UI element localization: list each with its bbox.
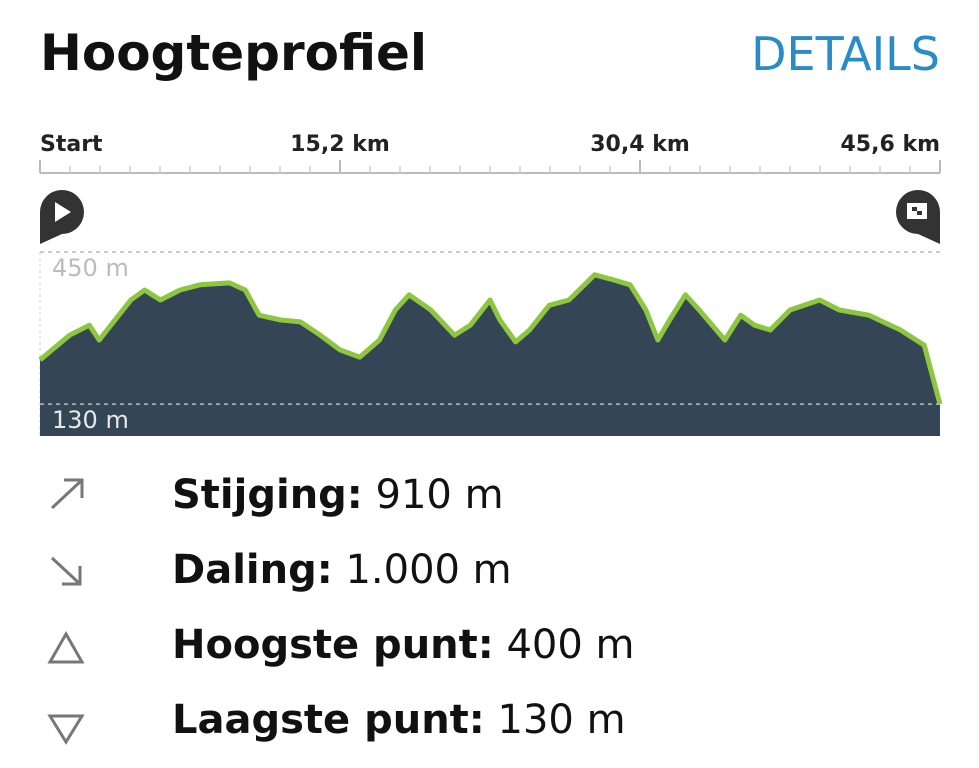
stat-label: Laagste punt: — [172, 697, 485, 743]
stat-label: Stijging: — [172, 472, 363, 518]
x-tick-label: 30,4 km — [590, 132, 690, 157]
y-tick-label: 450 m — [52, 254, 129, 282]
details-button[interactable]: DETAILS — [751, 27, 940, 81]
y-tick-label: 130 m — [52, 406, 129, 434]
start-marker — [40, 190, 84, 244]
stat-row: Stijging: 910 m — [172, 472, 504, 518]
stat-row: Laagste punt: 130 m — [172, 697, 626, 743]
stat-row: Hoogste punt: 400 m — [172, 622, 635, 668]
stat-label: Hoogste punt: — [172, 622, 494, 668]
stat-value: 910 m — [376, 472, 504, 518]
title: Hoogteprofiel — [40, 24, 427, 82]
stat-row: Daling: 1.000 m — [172, 547, 512, 593]
elevation-chart: Start 15,2 km 30,4 km 45,6 km 450 m 130 m — [38, 132, 943, 436]
elevation-area — [40, 274, 940, 436]
stat-icons — [47, 478, 85, 745]
x-tick-label: 15,2 km — [290, 132, 390, 157]
elevation-line — [38, 272, 943, 405]
x-tick-label: 45,6 km — [841, 132, 941, 157]
stats: Stijging: 910 m Daling: 1.000 m Hoogste pu… — [172, 472, 635, 743]
stat-value: 130 m — [498, 697, 626, 743]
stat-value: 1.000 m — [345, 547, 511, 593]
finish-marker — [896, 190, 940, 244]
x-tick-label: Start — [40, 132, 103, 157]
stat-value: 400 m — [506, 622, 634, 668]
stat-label: Daling: — [172, 547, 333, 593]
